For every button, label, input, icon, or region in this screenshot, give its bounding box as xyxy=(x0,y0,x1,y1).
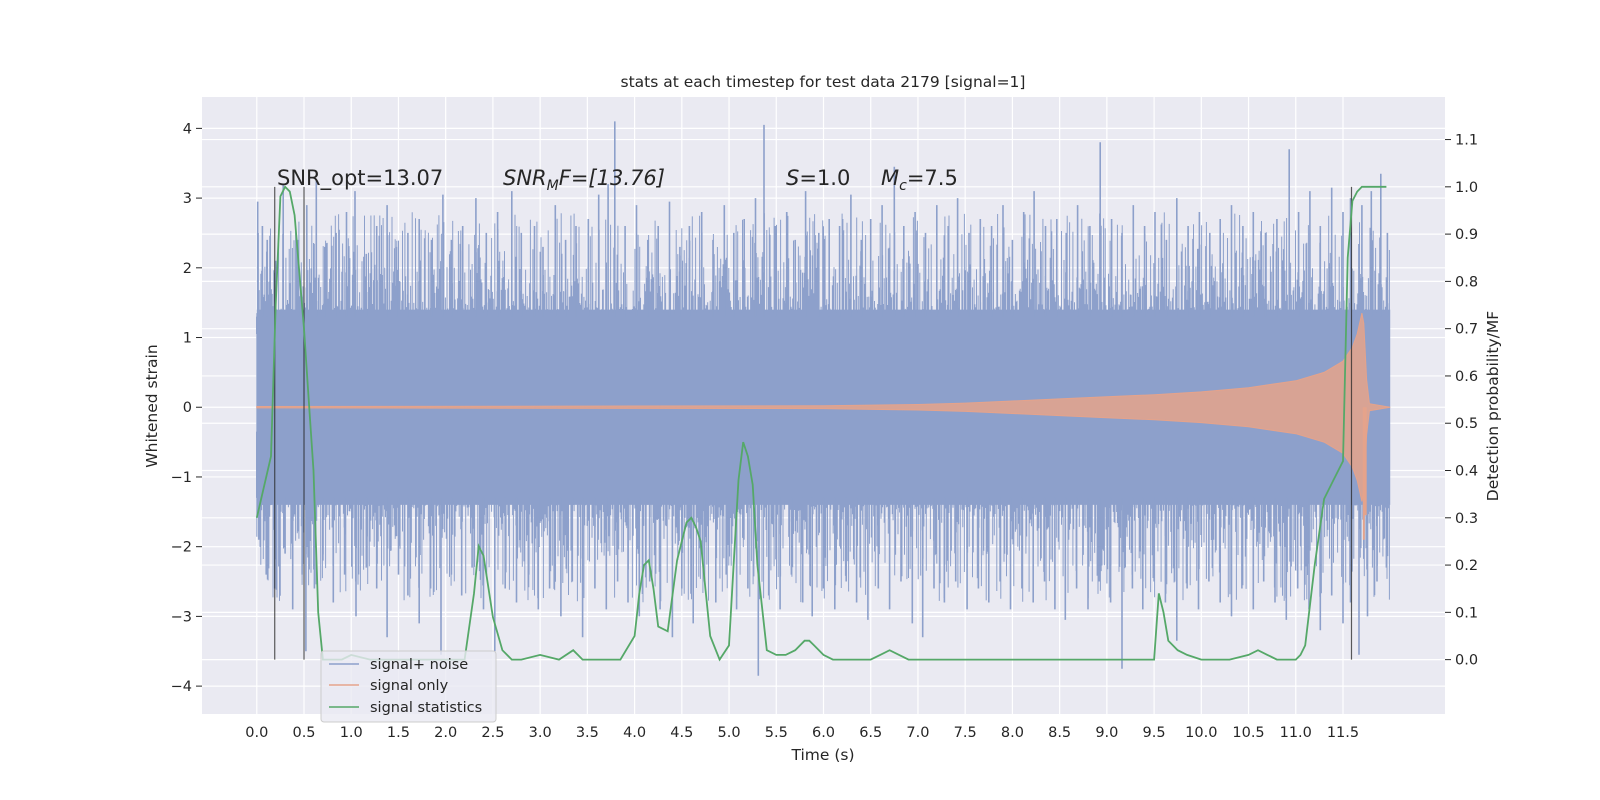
annotation-mc: Mc=7.5 xyxy=(881,166,958,194)
y-tick-label: −4 xyxy=(171,679,192,695)
annotation-s-rest: =1.0 xyxy=(799,166,850,190)
x-tick-label: 5.5 xyxy=(765,725,788,741)
x-tick-label: 2.5 xyxy=(481,725,504,741)
x-tick-label: 11.0 xyxy=(1280,725,1312,741)
x-tick-label: 4.0 xyxy=(623,725,646,741)
annotation-s: S=1.0 xyxy=(786,166,850,190)
vertical-markers xyxy=(274,186,1353,660)
annotation-mc-rest: =7.5 xyxy=(907,166,958,190)
y2-tick-label: 0.7 xyxy=(1455,322,1478,338)
x-tick-label: 0.0 xyxy=(245,725,268,741)
legend: signal+ noise signal only signal statist… xyxy=(320,650,497,723)
y2-tick-label: 0.3 xyxy=(1455,511,1478,527)
y2-tick-label: 1.0 xyxy=(1455,180,1478,196)
annotation-s-main: S xyxy=(786,166,799,190)
x-tick-label: 5.0 xyxy=(718,725,741,741)
x-tick-label: 6.0 xyxy=(812,725,835,741)
x-tick-label: 2.0 xyxy=(434,725,457,741)
y-tick-label: 1 xyxy=(183,331,192,347)
y2-axis-ticks: 1.1 1.0 0.9 0.8 0.7 0.6 0.5 0.4 0.3 0.2 0.1 0.0 xyxy=(1445,133,1478,669)
y-tick-label: 4 xyxy=(183,121,192,137)
annotation-mc-sub: c xyxy=(899,178,907,194)
x-tick-label: 10.0 xyxy=(1185,725,1217,741)
noise-peaks xyxy=(256,121,1389,676)
y-tick-label: −3 xyxy=(171,609,192,625)
y2-tick-label: 0.8 xyxy=(1455,274,1478,290)
annotation-snr-opt: SNR_opt=13.07 xyxy=(277,166,443,191)
x-tick-label: 9.0 xyxy=(1095,725,1118,741)
signal-envelope xyxy=(256,312,1391,502)
annotation-snr-mf-sub: M xyxy=(547,178,559,194)
legend-box xyxy=(320,650,497,723)
y-tick-label: −1 xyxy=(171,470,192,486)
x-tick-label: 3.0 xyxy=(529,725,552,741)
x-tick-label: 4.5 xyxy=(670,725,693,741)
x-tick-label: 1.0 xyxy=(340,725,363,741)
y-tick-label: 3 xyxy=(183,191,192,207)
y2-tick-label: 1.1 xyxy=(1455,133,1478,149)
legend-label-stats: signal statistics xyxy=(370,700,482,716)
legend-label-signal: signal only xyxy=(370,678,449,694)
x-tick-label: 3.5 xyxy=(576,725,599,741)
x-tick-label: 0.5 xyxy=(292,725,315,741)
chart-title: stats at each timestep for test data 217… xyxy=(621,73,1026,91)
annotation-snr-mf-rest: F=[13.76] xyxy=(559,166,665,190)
x-axis-ticks: 0.0 0.5 1.0 1.5 2.0 2.5 3.0 3.5 4.0 4.5 5.0 5.5 6.0 6… xyxy=(245,725,1359,741)
y-tick-label: 0 xyxy=(183,400,192,416)
annotation-mc-main: M xyxy=(881,166,899,190)
x-tick-label: 10.5 xyxy=(1232,725,1264,741)
x-axis-label: Time (s) xyxy=(790,746,854,764)
annotation-snr-mf-main: SNR xyxy=(503,166,547,190)
x-tick-label: 6.5 xyxy=(859,725,882,741)
x-tick-label: 9.5 xyxy=(1143,725,1166,741)
x-tick-label: 1.5 xyxy=(387,725,410,741)
y-axis-label: Whitened strain xyxy=(143,344,161,467)
y2-tick-label: 0.9 xyxy=(1455,227,1478,243)
legend-label-noise: signal+ noise xyxy=(370,657,468,673)
x-tick-label: 7.0 xyxy=(906,725,929,741)
x-tick-label: 8.0 xyxy=(1001,725,1024,741)
y2-tick-label: 0.1 xyxy=(1455,605,1478,621)
x-tick-label: 8.5 xyxy=(1048,725,1071,741)
y-tick-label: 2 xyxy=(183,261,192,277)
y2-tick-label: 0.4 xyxy=(1455,464,1478,480)
y2-tick-label: 0.0 xyxy=(1455,653,1478,669)
x-tick-label: 7.5 xyxy=(954,725,977,741)
y2-tick-label: 0.6 xyxy=(1455,369,1478,385)
y-axis-ticks: 4 3 2 1 0 −1 −2 −3 −4 xyxy=(171,121,202,695)
x-tick-label: 11.5 xyxy=(1327,725,1359,741)
y2-tick-label: 0.5 xyxy=(1455,416,1478,432)
y-tick-label: −2 xyxy=(171,540,192,556)
signal-only-series xyxy=(256,312,1391,540)
y2-axis-label: Detection probability/MF xyxy=(1484,311,1502,502)
annotation-snr-mf: SNRMF=[13.76] xyxy=(503,166,665,194)
y2-tick-label: 0.2 xyxy=(1455,558,1478,574)
signal-tail xyxy=(1362,407,1367,540)
